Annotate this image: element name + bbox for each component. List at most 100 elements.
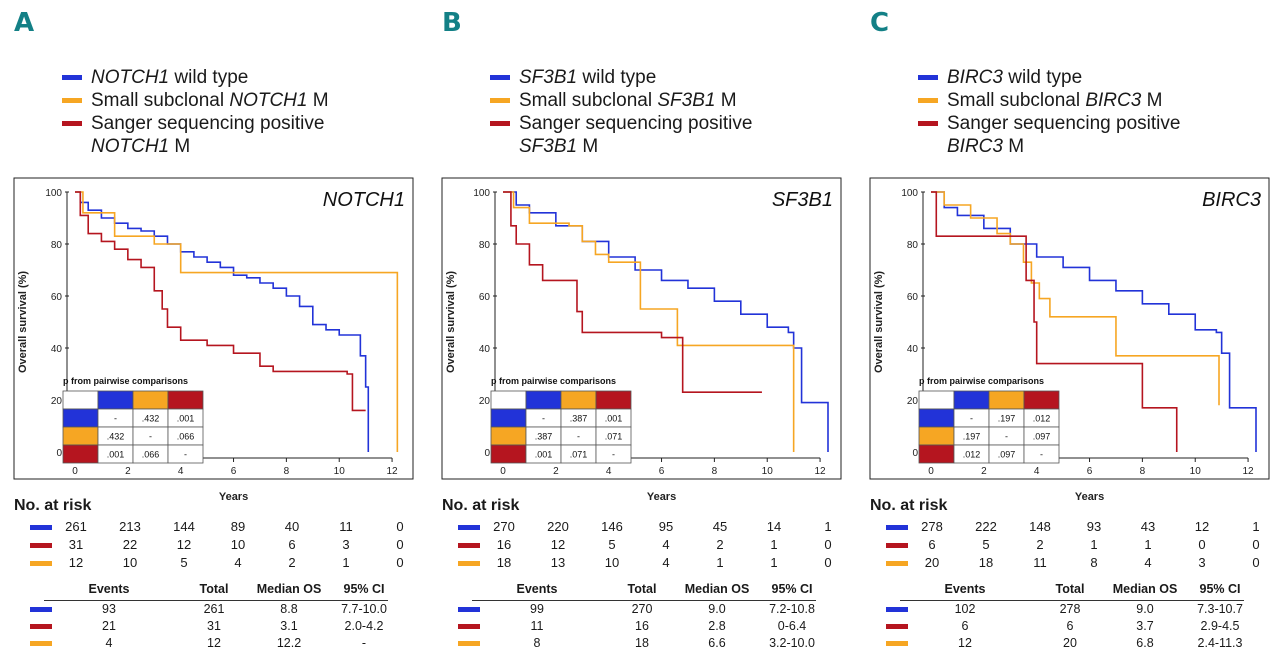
legend-text: wild type [577, 67, 657, 88]
risk-swatch [458, 543, 480, 548]
events-header-cell: Events [944, 582, 986, 596]
survival-curve-orange [931, 191, 1220, 406]
risk-value: 12 [550, 537, 566, 552]
y-tick-label: 40 [51, 344, 63, 355]
x-tick-label: 4 [606, 466, 612, 477]
events-header: Events Total Median OS 95% CI [870, 581, 1270, 598]
x-tick-label: 8 [712, 466, 718, 477]
survival-curve-blue [75, 191, 370, 452]
x-tick-label: 10 [1190, 466, 1202, 477]
events-header-cell: Median OS [256, 582, 322, 596]
legend-gene: BIRC3 [947, 67, 1003, 88]
risk-value: 1 [1252, 519, 1260, 534]
legend-swatch-red [62, 121, 82, 126]
events-header: Events Total Median OS 95% CI [442, 581, 842, 598]
legend-item-sanger-cont: BIRC3 M [918, 135, 1258, 158]
risk-value: 18 [496, 555, 512, 570]
risk-value: 0 [824, 537, 832, 552]
pvalue-text: .387 [570, 414, 588, 424]
risk-value: 1 [716, 555, 724, 570]
risk-value: 3 [342, 537, 350, 552]
events-value: 7.3-10.7 [1197, 602, 1243, 616]
risk-value: 4 [1144, 555, 1152, 570]
km-plot: 0 20 40 60 80 100 0 2 4 6 8 10 12 Years Overall surviv… [13, 177, 414, 503]
risk-value: 18 [978, 555, 994, 570]
legend-gene: SF3B1 [657, 90, 716, 111]
risk-value: 5 [180, 555, 188, 570]
legend: BIRC3 wild type Small subclonal BIRC3 M … [918, 66, 1258, 158]
events-value: 270 [631, 602, 653, 616]
legend-swatch-blue [490, 75, 510, 80]
x-tick-label: 4 [1034, 466, 1040, 477]
events-value: 9.0 [1136, 602, 1154, 616]
pvalue-cell [132, 390, 169, 410]
y-tick-label: 20 [51, 396, 63, 407]
risk-value: 270 [493, 519, 515, 534]
events-row: 102 278 9.0 7.3-10.7 [870, 601, 1270, 618]
pvalue-cell [167, 444, 204, 464]
panel-letter: C [870, 8, 890, 38]
x-axis-label: Years [1075, 491, 1104, 503]
pvalue-text: .012 [1033, 414, 1051, 424]
y-axis-label: Overall survival (%) [17, 271, 29, 373]
legend-item-subclonal: Small subclonal NOTCH1 M [62, 89, 402, 112]
x-tick-label: 10 [762, 466, 774, 477]
legend-label: Small subclonal NOTCH1 M [91, 89, 329, 112]
legend-gene: SF3B1 [519, 136, 578, 157]
risk-value: 95 [658, 519, 674, 534]
pvalue-text: - [184, 450, 187, 460]
pvalue-cell [97, 390, 134, 410]
events-value: 278 [1059, 602, 1081, 616]
pvalue-text: .387 [535, 432, 553, 442]
legend-swatch-red [918, 121, 938, 126]
events-value: 99 [530, 602, 544, 616]
legend-gene: BIRC3 [947, 136, 1003, 157]
pvalue-cell [490, 408, 527, 428]
y-tick-label: 0 [912, 448, 918, 459]
legend-gene: SF3B1 [519, 67, 578, 88]
legend-item-wild-type: SF3B1 wild type [490, 66, 830, 89]
legend-text: M [169, 136, 191, 157]
y-tick-label: 100 [901, 188, 918, 199]
panel-a: A NOTCH1 wild type Small subclonal NOTCH… [0, 0, 420, 668]
y-tick-label: 40 [907, 344, 919, 355]
risk-value: 1 [824, 519, 832, 534]
risk-value: 6 [288, 537, 296, 552]
legend-item-sanger: Sanger sequencing positive [918, 112, 1258, 135]
risk-value: 31 [68, 537, 84, 552]
legend-text: Sanger sequencing positive [947, 113, 1181, 134]
risk-swatch [886, 525, 908, 530]
events-divider [472, 600, 816, 601]
events-value: 4 [105, 636, 113, 650]
risk-value: 2 [288, 555, 296, 570]
events-row: 93 261 8.8 7.7-10.0 [14, 601, 414, 618]
legend-item-sanger-cont: SF3B1 M [490, 135, 830, 158]
risk-value: 10 [230, 537, 246, 552]
pvalue-cell [490, 426, 527, 446]
legend-gene: NOTCH1 [229, 90, 308, 111]
risk-table-title: No. at risk [442, 497, 520, 514]
legend-item-sanger: Sanger sequencing positive [490, 112, 830, 135]
pvalue-cell [62, 444, 99, 464]
legend-label: Small subclonal BIRC3 M [947, 89, 1162, 112]
y-tick-label: 100 [45, 188, 62, 199]
events-header: Events Total Median OS 95% CI [14, 581, 414, 598]
x-tick-label: 12 [387, 466, 399, 477]
pvalue-text: .001 [177, 414, 195, 424]
risk-value: 1 [1090, 537, 1098, 552]
events-value: 12 [207, 636, 221, 650]
pvalue-table-title: p from pairwise comparisons [491, 376, 616, 386]
legend-text: Sanger sequencing positive [519, 113, 753, 134]
risk-value: 10 [122, 555, 138, 570]
y-tick-label: 40 [479, 344, 491, 355]
risk-value: 2 [1036, 537, 1044, 552]
risk-value: 10 [604, 555, 620, 570]
pvalue-text: .432 [107, 432, 125, 442]
events-value: 2.8 [708, 619, 726, 633]
risk-row: 18 13 10 4 1 1 0 [442, 554, 842, 572]
legend-swatch-orange [490, 98, 510, 103]
events-row: 11 16 2.8 0-6.4 [442, 618, 842, 635]
risk-value: 22 [122, 537, 138, 552]
chart-title: BIRC3 [1202, 189, 1261, 211]
pvalue-cell [1023, 444, 1060, 464]
